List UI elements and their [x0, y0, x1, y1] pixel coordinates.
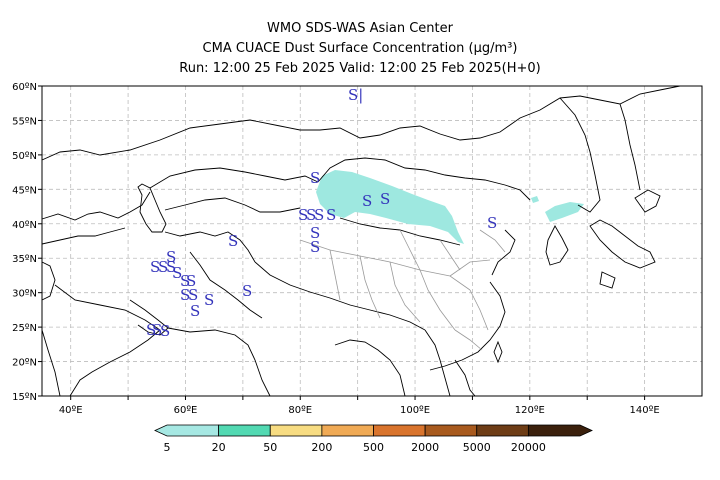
colorbar-segment: [424, 424, 478, 437]
lon-tick-label: 120ºE: [515, 405, 545, 416]
dust-symbol: S: [152, 321, 162, 339]
colorbar-label: 20000: [511, 441, 546, 454]
dust-symbol: S: [166, 258, 176, 276]
dust-symbol: S: [326, 206, 336, 224]
lat-tick-label: 30ºN: [12, 289, 37, 300]
dust-symbol: S: [180, 286, 190, 304]
dust-symbol: S: [190, 302, 200, 320]
dust-symbol: S: [204, 291, 214, 309]
title-center: WMO SDS-WAS Asian Center: [267, 21, 453, 36]
title-run-valid: Run: 12:00 25 Feb 2025 Valid: 12:00 25 F…: [179, 61, 541, 76]
dust-symbol: S: [188, 286, 198, 304]
province-borders: [299, 229, 506, 351]
dust-symbol: S|: [348, 86, 363, 104]
dust-area-mongolia: [316, 170, 464, 244]
dust-symbol: S: [310, 169, 320, 187]
colorbar-label: 5000: [463, 441, 491, 454]
lat-tick-label: 55ºN: [12, 116, 37, 127]
colorbar-segment: [373, 424, 426, 437]
dust-symbol: S: [158, 258, 168, 276]
lon-tick-label: 40ºE: [59, 405, 83, 416]
map-frame: [41, 85, 703, 397]
colorbar-label: 50: [263, 441, 277, 454]
dust-symbol: S: [172, 264, 182, 282]
dust-symbol: S: [180, 272, 190, 290]
dust-symbol: S: [160, 322, 170, 340]
dust-symbol: S: [306, 206, 316, 224]
dust-symbol: S: [314, 206, 324, 224]
country-borders: [41, 85, 681, 397]
lat-tick-label: 35ºN: [12, 254, 37, 265]
colorbar-label: 5: [164, 441, 171, 454]
dust-symbol: S: [166, 248, 176, 266]
colorbar-segment: [321, 424, 374, 437]
dust-symbol: S: [186, 272, 196, 290]
lat-axis: 15ºN 20ºN 25ºN 30ºN 35ºN 40ºN 45ºN 50ºN 55ºN 60ºN: [12, 82, 42, 403]
dust-symbol: S: [228, 232, 238, 250]
lat-tick-label: 50ºN: [12, 151, 37, 162]
lat-tick-label: 45ºN: [12, 185, 37, 196]
lat-tick-label: 40ºN: [12, 220, 37, 231]
lon-axis: 40ºE 60ºE 80ºE 100ºE 120ºE 140ºE: [59, 396, 660, 416]
title-product: CMA CUACE Dust Surface Concentration (μg…: [202, 41, 518, 56]
colorbar-segment: [476, 424, 529, 437]
dust-symbol: S: [310, 238, 320, 256]
dust-symbol: S: [150, 258, 160, 276]
colorbar-segment: [527, 424, 593, 437]
colorbar-label: 500: [363, 441, 384, 454]
dust-symbol: S: [242, 282, 252, 300]
lon-tick-label: 100ºE: [400, 405, 430, 416]
lat-tick-label: 60ºN: [12, 82, 37, 93]
colorbar-label: 20: [212, 441, 226, 454]
lon-tick-label: 80ºE: [288, 405, 312, 416]
dust-symbol: S: [487, 214, 497, 232]
dust-symbol: S: [380, 190, 390, 208]
map-grid: [42, 85, 702, 397]
lat-tick-label: 25ºN: [12, 323, 37, 334]
colorbar-segment: [218, 424, 271, 437]
dust-symbol: S: [310, 224, 320, 242]
colorbar-label: 2000: [411, 441, 439, 454]
lat-tick-label: 15ºN: [12, 392, 37, 403]
colorbar: 5 20 50 200 500 2000 5000 20000: [154, 424, 593, 454]
dust-symbols: S| S S S S S S S S S S S S S S S S S S S…: [146, 86, 497, 340]
dust-area-northeast: [545, 202, 584, 222]
lat-tick-label: 20ºN: [12, 358, 37, 369]
colorbar-label: 200: [311, 441, 332, 454]
colorbar-segment: [154, 424, 220, 437]
dust-symbol: S: [362, 192, 372, 210]
dust-symbol: S: [298, 206, 308, 224]
dust-shading: [316, 170, 584, 244]
dust-symbol: S: [146, 321, 156, 339]
colorbar-segment: [269, 424, 323, 437]
lon-tick-label: 60ºE: [174, 405, 198, 416]
dust-area-small: [531, 196, 539, 203]
lon-tick-label: 140ºE: [630, 405, 660, 416]
